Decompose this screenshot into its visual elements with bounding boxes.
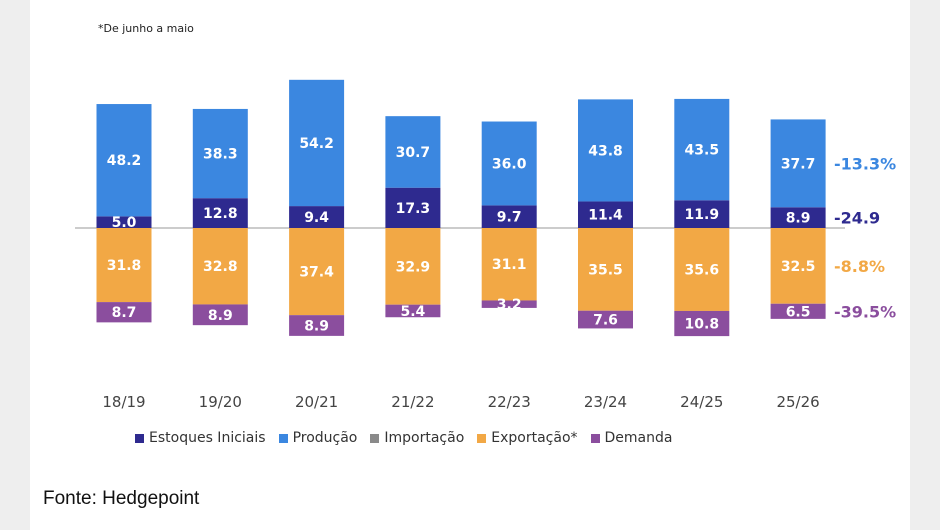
bar-estoques-iniciais: [770, 207, 826, 228]
x-tick-label: 20/21: [295, 393, 338, 411]
bar-label-demanda: 5.4: [400, 304, 425, 320]
legend-label: Importação: [384, 430, 465, 446]
bar-exportacao: [289, 228, 345, 316]
bar-label-estoques-iniciais: 9.4: [304, 210, 329, 226]
change-annotation-producao: -13.3%: [834, 154, 896, 173]
bar-exportacao: [481, 228, 537, 301]
bar-estoques-iniciais: [192, 198, 248, 228]
x-tick-label: 23/24: [584, 393, 627, 411]
bar-label-exportacao: 35.6: [685, 262, 720, 278]
x-tick-label: 21/22: [391, 393, 434, 411]
bar-producao: [674, 98, 730, 201]
bar-label-exportacao: 32.8: [203, 259, 238, 275]
bar-label-estoques-iniciais: 17.3: [396, 201, 431, 217]
bar-label-producao: 36.0: [492, 156, 527, 172]
bar-producao: [192, 108, 248, 199]
bar-demanda: [192, 304, 248, 326]
legend-swatch: [370, 433, 380, 443]
bar-demanda: [289, 315, 345, 336]
legend-swatch: [135, 433, 144, 443]
bar-label-producao: 37.7: [781, 156, 816, 172]
bar-demanda: [674, 310, 730, 337]
bar-estoques-iniciais: [578, 201, 633, 228]
bar-label-producao: 43.8: [588, 143, 623, 159]
bar-label-demanda: 8.9: [304, 319, 329, 335]
bar-estoques-iniciais: [674, 200, 730, 228]
legend-label: Estoques Iniciais: [149, 430, 266, 446]
bar-label-demanda: 3.2: [497, 297, 522, 313]
legend-swatch: [590, 433, 600, 443]
bar-label-demanda: 10.8: [685, 317, 720, 333]
bar-label-producao: 54.2: [299, 136, 334, 152]
bar-label-estoques-iniciais: 11.9: [685, 207, 720, 223]
legend-swatch: [477, 433, 487, 443]
bar-label-producao: 38.3: [203, 147, 238, 163]
x-tick-label: 25/26: [776, 393, 819, 411]
bar-label-estoques-iniciais: 9.7: [497, 210, 522, 226]
bar-exportacao: [385, 228, 441, 305]
x-tick-label: 24/25: [680, 393, 723, 411]
bar-label-exportacao: 32.5: [781, 259, 816, 275]
bar-label-demanda: 8.7: [112, 305, 137, 321]
bar-label-producao: 30.7: [396, 145, 431, 161]
legend-item-demanda: Demanda: [590, 430, 673, 446]
bar-estoques-iniciais: [96, 216, 152, 228]
legend-label: Exportação*: [491, 430, 578, 446]
x-tick-label: 19/20: [199, 393, 242, 411]
legend-item-importacao: Importação: [370, 430, 464, 446]
bar-producao: [481, 121, 537, 206]
bar-estoques-iniciais: [385, 187, 441, 228]
change-annotation-demanda: -39.5%: [834, 302, 896, 321]
bar-label-demanda: 8.9: [208, 308, 233, 324]
bar-label-estoques-iniciais: 5.0: [112, 215, 137, 231]
legend-swatch: [278, 433, 288, 443]
chart-panel: [30, 0, 910, 530]
bar-estoques-iniciais: [289, 206, 345, 228]
bar-demanda: [578, 310, 633, 329]
bar-label-estoques-iniciais: 8.9: [786, 211, 811, 227]
bar-exportacao: [770, 228, 826, 304]
bar-producao: [96, 104, 152, 217]
bar-label-exportacao: 32.9: [396, 259, 431, 275]
bar-demanda: [770, 303, 826, 319]
bar-exportacao: [192, 228, 248, 305]
bar-producao: [578, 99, 633, 202]
legend-item-producao: Produção: [278, 430, 358, 446]
bar-label-exportacao: 31.1: [492, 257, 527, 273]
source-note: Fonte: Hedgepoint: [43, 488, 200, 509]
bar-exportacao: [578, 228, 633, 311]
bar-label-estoques-iniciais: 12.8: [203, 206, 238, 222]
bar-label-exportacao: 35.5: [588, 262, 623, 278]
legend-item-exportacao: Exportação*: [477, 430, 578, 446]
bar-label-exportacao: 37.4: [299, 265, 334, 281]
x-tick-label: 22/23: [488, 393, 531, 411]
x-tick-label: 18/19: [102, 393, 145, 411]
bar-label-demanda: 6.5: [786, 304, 811, 320]
bar-demanda: [385, 304, 441, 318]
bar-producao: [770, 119, 826, 208]
change-annotation-estoques-iniciais: -24.9: [834, 209, 880, 228]
bar-label-exportacao: 31.8: [107, 258, 142, 274]
bar-demanda: [96, 302, 152, 323]
bar-producao: [385, 116, 441, 188]
change-annotation-exportacao: -8.8%: [834, 257, 885, 276]
bar-producao: [289, 79, 345, 207]
chart-note: *De junho a maio: [98, 22, 194, 35]
bar-label-producao: 43.5: [685, 143, 720, 159]
bar-label-estoques-iniciais: 11.4: [588, 208, 623, 224]
stacked-bar-chart: 5.0 48.2 31.8 8.7 18/19 12.8 38.3 32.8 8.9 19/20 9…: [75, 79, 896, 411]
legend-label: Produção: [292, 430, 358, 446]
bar-label-demanda: 7.6: [593, 313, 618, 329]
legend-item-estoques-iniciais: Estoques Iniciais: [135, 430, 266, 446]
bar-exportacao: [96, 228, 152, 303]
bar-estoques-iniciais: [481, 205, 537, 228]
bar-exportacao: [674, 228, 730, 311]
bar-label-producao: 48.2: [107, 153, 142, 169]
legend-label: Demanda: [604, 430, 673, 446]
bar-demanda: [481, 300, 537, 308]
chart-legend: Estoques Iniciais Produção Importação Expor…: [135, 430, 672, 446]
